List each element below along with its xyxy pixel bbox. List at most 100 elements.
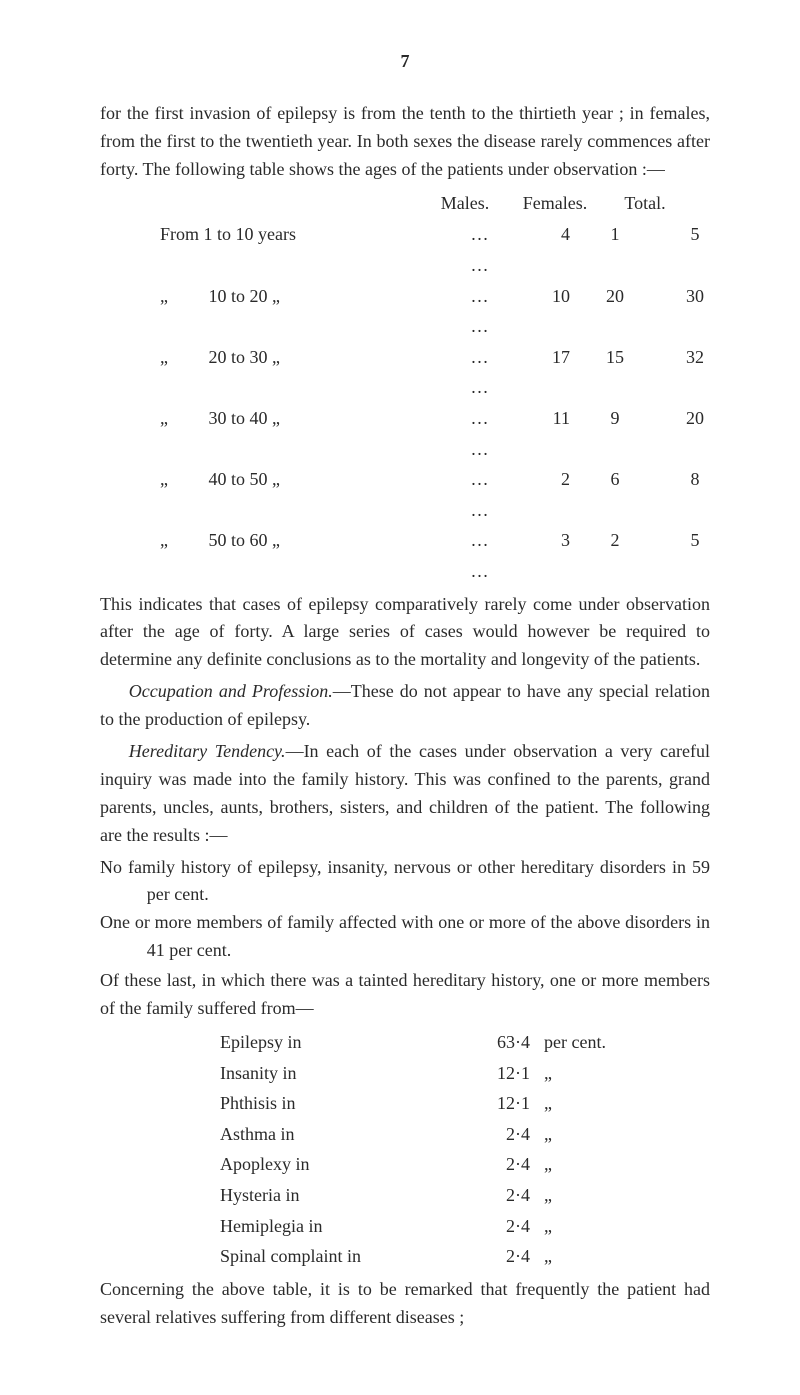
- table-row: Apoplexy in 2·4 „: [100, 1149, 710, 1180]
- table-row: „ 50 to 60 „ … … 3 2 5: [100, 525, 710, 586]
- row-females: 6: [570, 464, 660, 525]
- page: 7 for the first invasion of epilepsy is …: [0, 0, 800, 1395]
- row-prefix: „: [160, 464, 204, 495]
- table-row: Hysteria in 2·4 „: [100, 1180, 710, 1211]
- pct-label: Insanity in: [100, 1058, 460, 1089]
- lead-occupation: Occupation and Profession.: [129, 681, 333, 701]
- row-prefix: „: [160, 525, 204, 556]
- row-dots: … …: [460, 281, 500, 342]
- header-females: Females.: [510, 190, 600, 218]
- page-number: 7: [100, 48, 710, 76]
- row-range: 1 to 10 years: [204, 224, 296, 244]
- pct-label: Asthma in: [100, 1119, 460, 1150]
- pct-value: 2·4: [460, 1149, 530, 1180]
- row-total: 20: [660, 403, 730, 464]
- row-dots: … …: [460, 219, 500, 280]
- list-item: One or more members of family affected w…: [100, 909, 710, 965]
- row-dots: … …: [460, 403, 500, 464]
- pct-unit: „: [530, 1211, 664, 1242]
- row-females: 15: [570, 342, 660, 403]
- row-prefix: From: [160, 224, 199, 244]
- row-range: 30 to 40 „: [209, 408, 281, 428]
- paragraph-after-table: This indicates that cases of epilepsy co…: [100, 591, 710, 675]
- pct-label: Epilepsy in: [100, 1027, 460, 1058]
- header-males: Males.: [420, 190, 510, 218]
- row-total: 5: [660, 525, 730, 586]
- age-label: „ 10 to 20 „: [100, 281, 460, 342]
- pct-label: Hysteria in: [100, 1180, 460, 1211]
- row-total: 8: [660, 464, 730, 525]
- row-dots: … …: [460, 342, 500, 403]
- pct-unit: per cent.: [530, 1027, 664, 1058]
- row-total: 5: [660, 219, 730, 280]
- age-table-header: Males. Females. Total.: [100, 190, 710, 218]
- table-row: Asthma in 2·4 „: [100, 1119, 710, 1150]
- row-males: 4: [500, 219, 570, 280]
- row-total: 30: [660, 281, 730, 342]
- row-males: 3: [500, 525, 570, 586]
- row-prefix: „: [160, 403, 204, 434]
- pct-unit: „: [530, 1119, 664, 1150]
- row-range: 50 to 60 „: [209, 530, 281, 550]
- pct-value: 2·4: [460, 1211, 530, 1242]
- paragraph-occupation: Occupation and Profession.—These do not …: [100, 678, 710, 734]
- paragraph-intro: for the first invasion of epilepsy is fr…: [100, 100, 710, 184]
- age-label: „ 20 to 30 „: [100, 342, 460, 403]
- row-total: 32: [660, 342, 730, 403]
- pct-label: Apoplexy in: [100, 1149, 460, 1180]
- pct-value: 2·4: [460, 1241, 530, 1272]
- age-label: „ 50 to 60 „: [100, 525, 460, 586]
- row-males: 11: [500, 403, 570, 464]
- table-row: Hemiplegia in 2·4 „: [100, 1211, 710, 1242]
- pct-unit: „: [530, 1180, 664, 1211]
- row-dots: … …: [460, 464, 500, 525]
- table-row: Insanity in 12·1 „: [100, 1058, 710, 1089]
- table-row: „ 40 to 50 „ … … 2 6 8: [100, 464, 710, 525]
- row-females: 1: [570, 219, 660, 280]
- row-dots: … …: [460, 525, 500, 586]
- paragraph-of-these: Of these last, in which there was a tain…: [100, 967, 710, 1023]
- pct-value: 2·4: [460, 1119, 530, 1150]
- pct-unit: „: [530, 1149, 664, 1180]
- table-row: Epilepsy in 63·4 per cent.: [100, 1027, 710, 1058]
- table-row: „ 10 to 20 „ … … 10 20 30: [100, 281, 710, 342]
- age-table: From 1 to 10 years … … 4 1 5 „ 10 to 20 …: [100, 219, 710, 586]
- row-males: 10: [500, 281, 570, 342]
- table-row: Phthisis in 12·1 „: [100, 1088, 710, 1119]
- paragraph-hereditary: Hereditary Tendency.—In each of the case…: [100, 738, 710, 850]
- table-row: Spinal complaint in 2·4 „: [100, 1241, 710, 1272]
- row-prefix: „: [160, 342, 204, 373]
- age-label: „ 40 to 50 „: [100, 464, 460, 525]
- paragraph-concerning: Concerning the above table, it is to be …: [100, 1276, 710, 1332]
- row-males: 2: [500, 464, 570, 525]
- pct-label: Phthisis in: [100, 1088, 460, 1119]
- header-total: Total.: [600, 190, 690, 218]
- lead-hereditary: Hereditary Tendency.: [129, 741, 286, 761]
- row-females: 20: [570, 281, 660, 342]
- pct-value: 12·1: [460, 1088, 530, 1119]
- row-females: 9: [570, 403, 660, 464]
- list-item: No family history of epilepsy, insanity,…: [100, 854, 710, 910]
- table-row: From 1 to 10 years … … 4 1 5: [100, 219, 710, 280]
- row-prefix: „: [160, 281, 204, 312]
- pct-value: 63·4: [460, 1027, 530, 1058]
- pct-value: 12·1: [460, 1058, 530, 1089]
- row-range: 40 to 50 „: [209, 469, 281, 489]
- pct-unit: „: [530, 1088, 664, 1119]
- row-males: 17: [500, 342, 570, 403]
- age-label: From 1 to 10 years: [100, 219, 460, 280]
- age-label: „ 30 to 40 „: [100, 403, 460, 464]
- pct-value: 2·4: [460, 1180, 530, 1211]
- row-females: 2: [570, 525, 660, 586]
- row-range: 10 to 20 „: [209, 286, 281, 306]
- pct-unit: „: [530, 1241, 664, 1272]
- pct-label: Hemiplegia in: [100, 1211, 460, 1242]
- percent-table: Epilepsy in 63·4 per cent. Insanity in 1…: [100, 1027, 710, 1272]
- header-spacer: [100, 190, 420, 218]
- pct-label: Spinal complaint in: [100, 1241, 460, 1272]
- row-range: 20 to 30 „: [209, 347, 281, 367]
- result-list: No family history of epilepsy, insanity,…: [100, 854, 710, 966]
- pct-unit: „: [530, 1058, 664, 1089]
- table-row: „ 30 to 40 „ … … 11 9 20: [100, 403, 710, 464]
- table-row: „ 20 to 30 „ … … 17 15 32: [100, 342, 710, 403]
